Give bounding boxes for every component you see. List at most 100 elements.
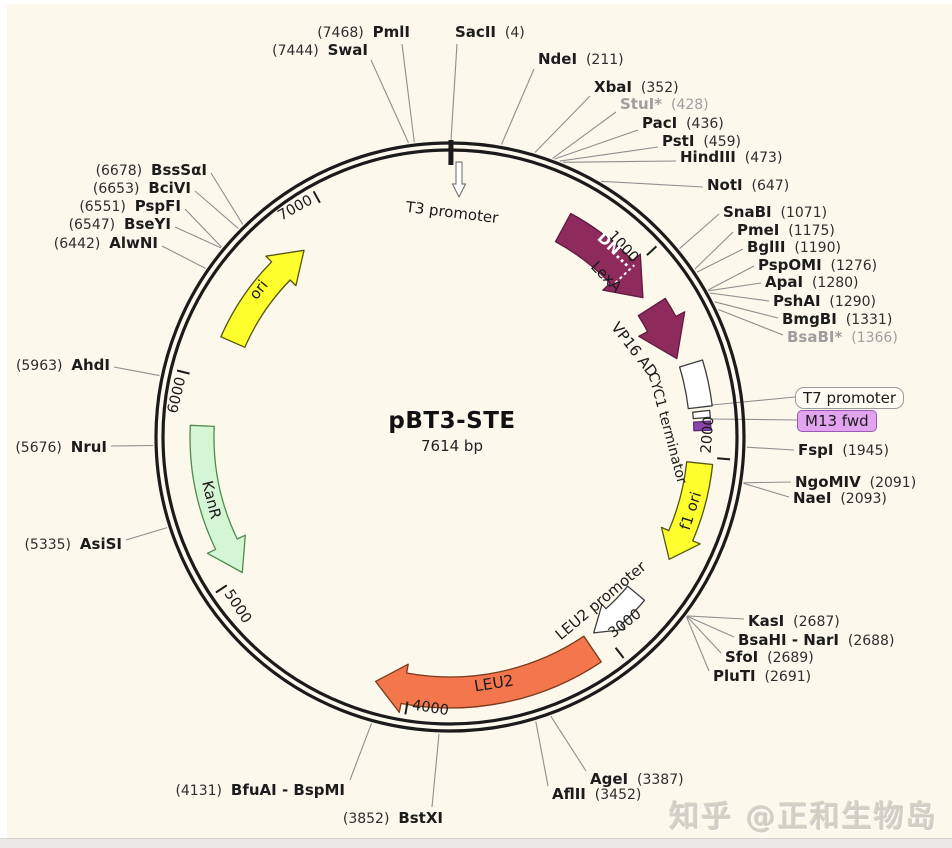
site-label-sacii: SacII (4) <box>455 23 525 41</box>
site-label-stui: StuI* (428) <box>620 95 709 113</box>
leader-line <box>550 716 587 772</box>
site-label-pluti: PluTI (2691) <box>713 667 812 685</box>
leader-line <box>685 616 710 672</box>
leader-line <box>534 95 591 153</box>
plasmid-size: 7614 bp <box>420 437 483 455</box>
leader-line <box>554 129 639 160</box>
leader-line <box>500 68 535 145</box>
site-label-psti: PstI (459) <box>662 132 741 150</box>
bp-tick <box>614 647 625 659</box>
plasmid-name: pBT3-STE <box>388 408 516 434</box>
leader-line <box>686 615 722 654</box>
t7-promoter-label: T7 promoter <box>795 387 905 409</box>
leader-line <box>711 396 796 406</box>
leader-line <box>687 615 745 620</box>
feature-leu2 <box>374 635 602 714</box>
leader-line <box>431 733 440 808</box>
leader-line <box>718 308 784 336</box>
leader-line <box>210 172 244 225</box>
site-label-sfoi: SfoI (2689) <box>725 648 814 666</box>
feature-vp16-ad <box>637 297 686 360</box>
leader-line <box>746 446 795 451</box>
site-label-alwni: (6442) AlwNI <box>53 234 158 252</box>
leader-line <box>174 226 222 249</box>
bp-tick <box>646 245 658 256</box>
leader-line <box>535 721 549 787</box>
leader-line <box>601 180 704 188</box>
t3-promoter-arrow-icon <box>451 161 467 199</box>
feature-cyc1-terminator <box>678 359 713 410</box>
leader-line <box>370 59 410 144</box>
site-label-bsabi: BsaBI* (1366) <box>787 328 898 346</box>
site-label-aflii: AflII (3452) <box>552 785 642 803</box>
leader-line <box>125 527 168 541</box>
site-label-ngomiv: NgoMIV (2091) <box>795 473 917 491</box>
site-label-kasi: KasI (2687) <box>748 612 840 630</box>
leader-line <box>708 282 762 292</box>
leader-line <box>184 208 222 248</box>
site-label-noti: NotI (647) <box>707 176 790 194</box>
feature-label: LEU2 <box>473 672 515 696</box>
site-label-asisi: (5335) AsiSI <box>24 535 122 553</box>
site-label-hindiii: HindIII (473) <box>680 148 783 166</box>
feature-ori <box>220 249 305 348</box>
leader-line <box>743 481 792 484</box>
leader-line <box>349 723 373 781</box>
leader-line <box>714 301 779 319</box>
site-label-pspfi: (6551) PspFI <box>79 197 181 215</box>
feature-f1-ori <box>660 461 714 560</box>
site-label-pshai: PshAI (1290) <box>773 292 876 310</box>
leader-line <box>161 245 206 269</box>
leader-line <box>707 265 755 291</box>
m13-fwd-label: M13 fwd <box>797 410 877 432</box>
site-label-ahdi: (5963) AhdI <box>15 356 110 374</box>
leader-line <box>694 231 734 270</box>
site-label-bseyi: (6547) BseYI <box>68 215 171 233</box>
site-label-xbai: XbaI (352) <box>594 78 679 96</box>
site-label-pspomi: PspOMI (1276) <box>758 256 878 274</box>
plasmid-title-block: pBT3-STE 7614 bp <box>388 408 515 455</box>
site-label-pmli: (7468) PmlI <box>317 23 410 41</box>
site-label-bsssi: (6678) BssSαI <box>95 161 207 179</box>
site-label-pmei: PmeI (1175) <box>737 221 835 239</box>
bp-tick <box>176 369 190 375</box>
feature-m13-fwd-mark <box>692 420 712 432</box>
leader-line <box>696 248 744 273</box>
leader-line <box>559 146 659 162</box>
bottom-scroll-bar <box>0 838 952 848</box>
leader-line <box>110 444 154 447</box>
leader-line <box>679 213 720 250</box>
site-label-fspi: FspI (1945) <box>798 441 889 459</box>
site-label-snabi: SnaBI (1071) <box>723 203 828 221</box>
site-label-bfuaibspmi: (4131) BfuAI - BspMI <box>175 781 345 799</box>
leader-line <box>711 418 798 421</box>
bp-tick <box>312 190 321 204</box>
top-white-strip <box>0 0 952 4</box>
site-label-naei: NaeI (2093) <box>793 489 887 507</box>
bp-tick <box>717 457 731 461</box>
site-label-bsahinari: BsaHI - NarI (2688) <box>738 631 895 649</box>
bp-tick-label: 5000 <box>221 587 255 627</box>
bp-tick-label: 4000 <box>411 697 450 719</box>
feature-label: CYC1 terminator <box>644 370 689 485</box>
leader-line <box>562 160 677 163</box>
site-label-bglii: BglII (1190) <box>747 238 841 256</box>
site-label-ndei: NdeI (211) <box>538 50 624 68</box>
leader-line <box>450 43 458 141</box>
bp-tick <box>215 584 228 594</box>
feature-label: T3 promoter <box>404 198 500 227</box>
bp-tick-label: 2000 <box>699 416 718 454</box>
site-label-paci: PacI (436) <box>642 114 724 132</box>
leader-line <box>194 190 239 230</box>
site-label-agei: AgeI (3387) <box>590 770 684 788</box>
left-white-strip <box>0 0 7 848</box>
site-label-bcivi: (6653) BciVI <box>92 179 191 197</box>
site-label-nrui: (5676) NruI <box>15 438 107 456</box>
site-label-swai: (7444) SwaI <box>272 41 368 59</box>
leader-line <box>113 366 160 377</box>
watermark-text: 知乎 @正和生物岛 <box>669 800 938 835</box>
feature-leu2-promoter <box>593 585 646 634</box>
leader-line <box>401 43 415 143</box>
site-label-bstxi: (3852) BstXI <box>342 809 443 827</box>
